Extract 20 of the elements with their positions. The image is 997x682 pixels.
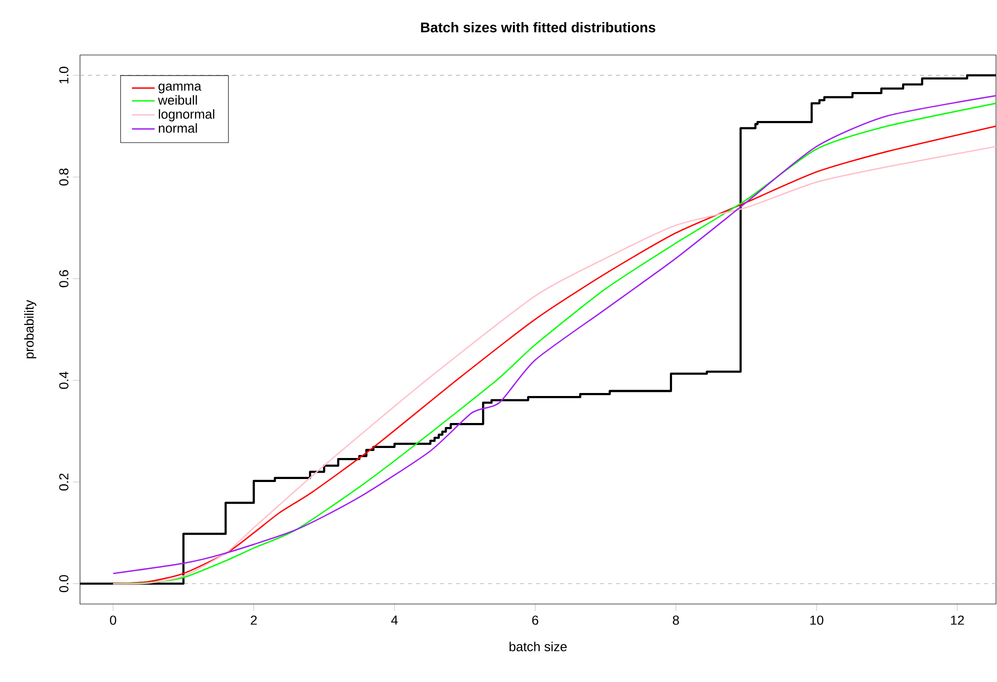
x-tick-label: 10	[810, 616, 824, 625]
chart-title: Batch sizes with fitted distributions	[421, 22, 656, 32]
y-tick-label: 0.6	[59, 270, 68, 288]
x-tick-label: 0	[110, 616, 116, 625]
y-tick-label: 0.2	[59, 474, 68, 491]
legend-label: weibull	[158, 95, 197, 105]
y-tick-label: 1.0	[59, 66, 68, 84]
x-axis-title: batch size	[510, 642, 567, 652]
x-tick-label: 8	[672, 616, 679, 625]
x-tick-label: 2	[250, 616, 257, 625]
y-tick-label: 0.4	[59, 372, 68, 389]
y-tick-label: 0.8	[59, 168, 68, 186]
legend-label: gamma	[158, 84, 202, 94]
x-tick-label: 12	[951, 616, 964, 625]
legend-label: lognormal	[158, 109, 214, 122]
x-tick-label: 4	[391, 616, 398, 625]
legend-label: normal	[158, 123, 197, 133]
x-tick-label: 6	[532, 616, 538, 625]
y-tick-label: 0.0	[59, 575, 68, 592]
y-axis-title: probability	[24, 300, 36, 358]
